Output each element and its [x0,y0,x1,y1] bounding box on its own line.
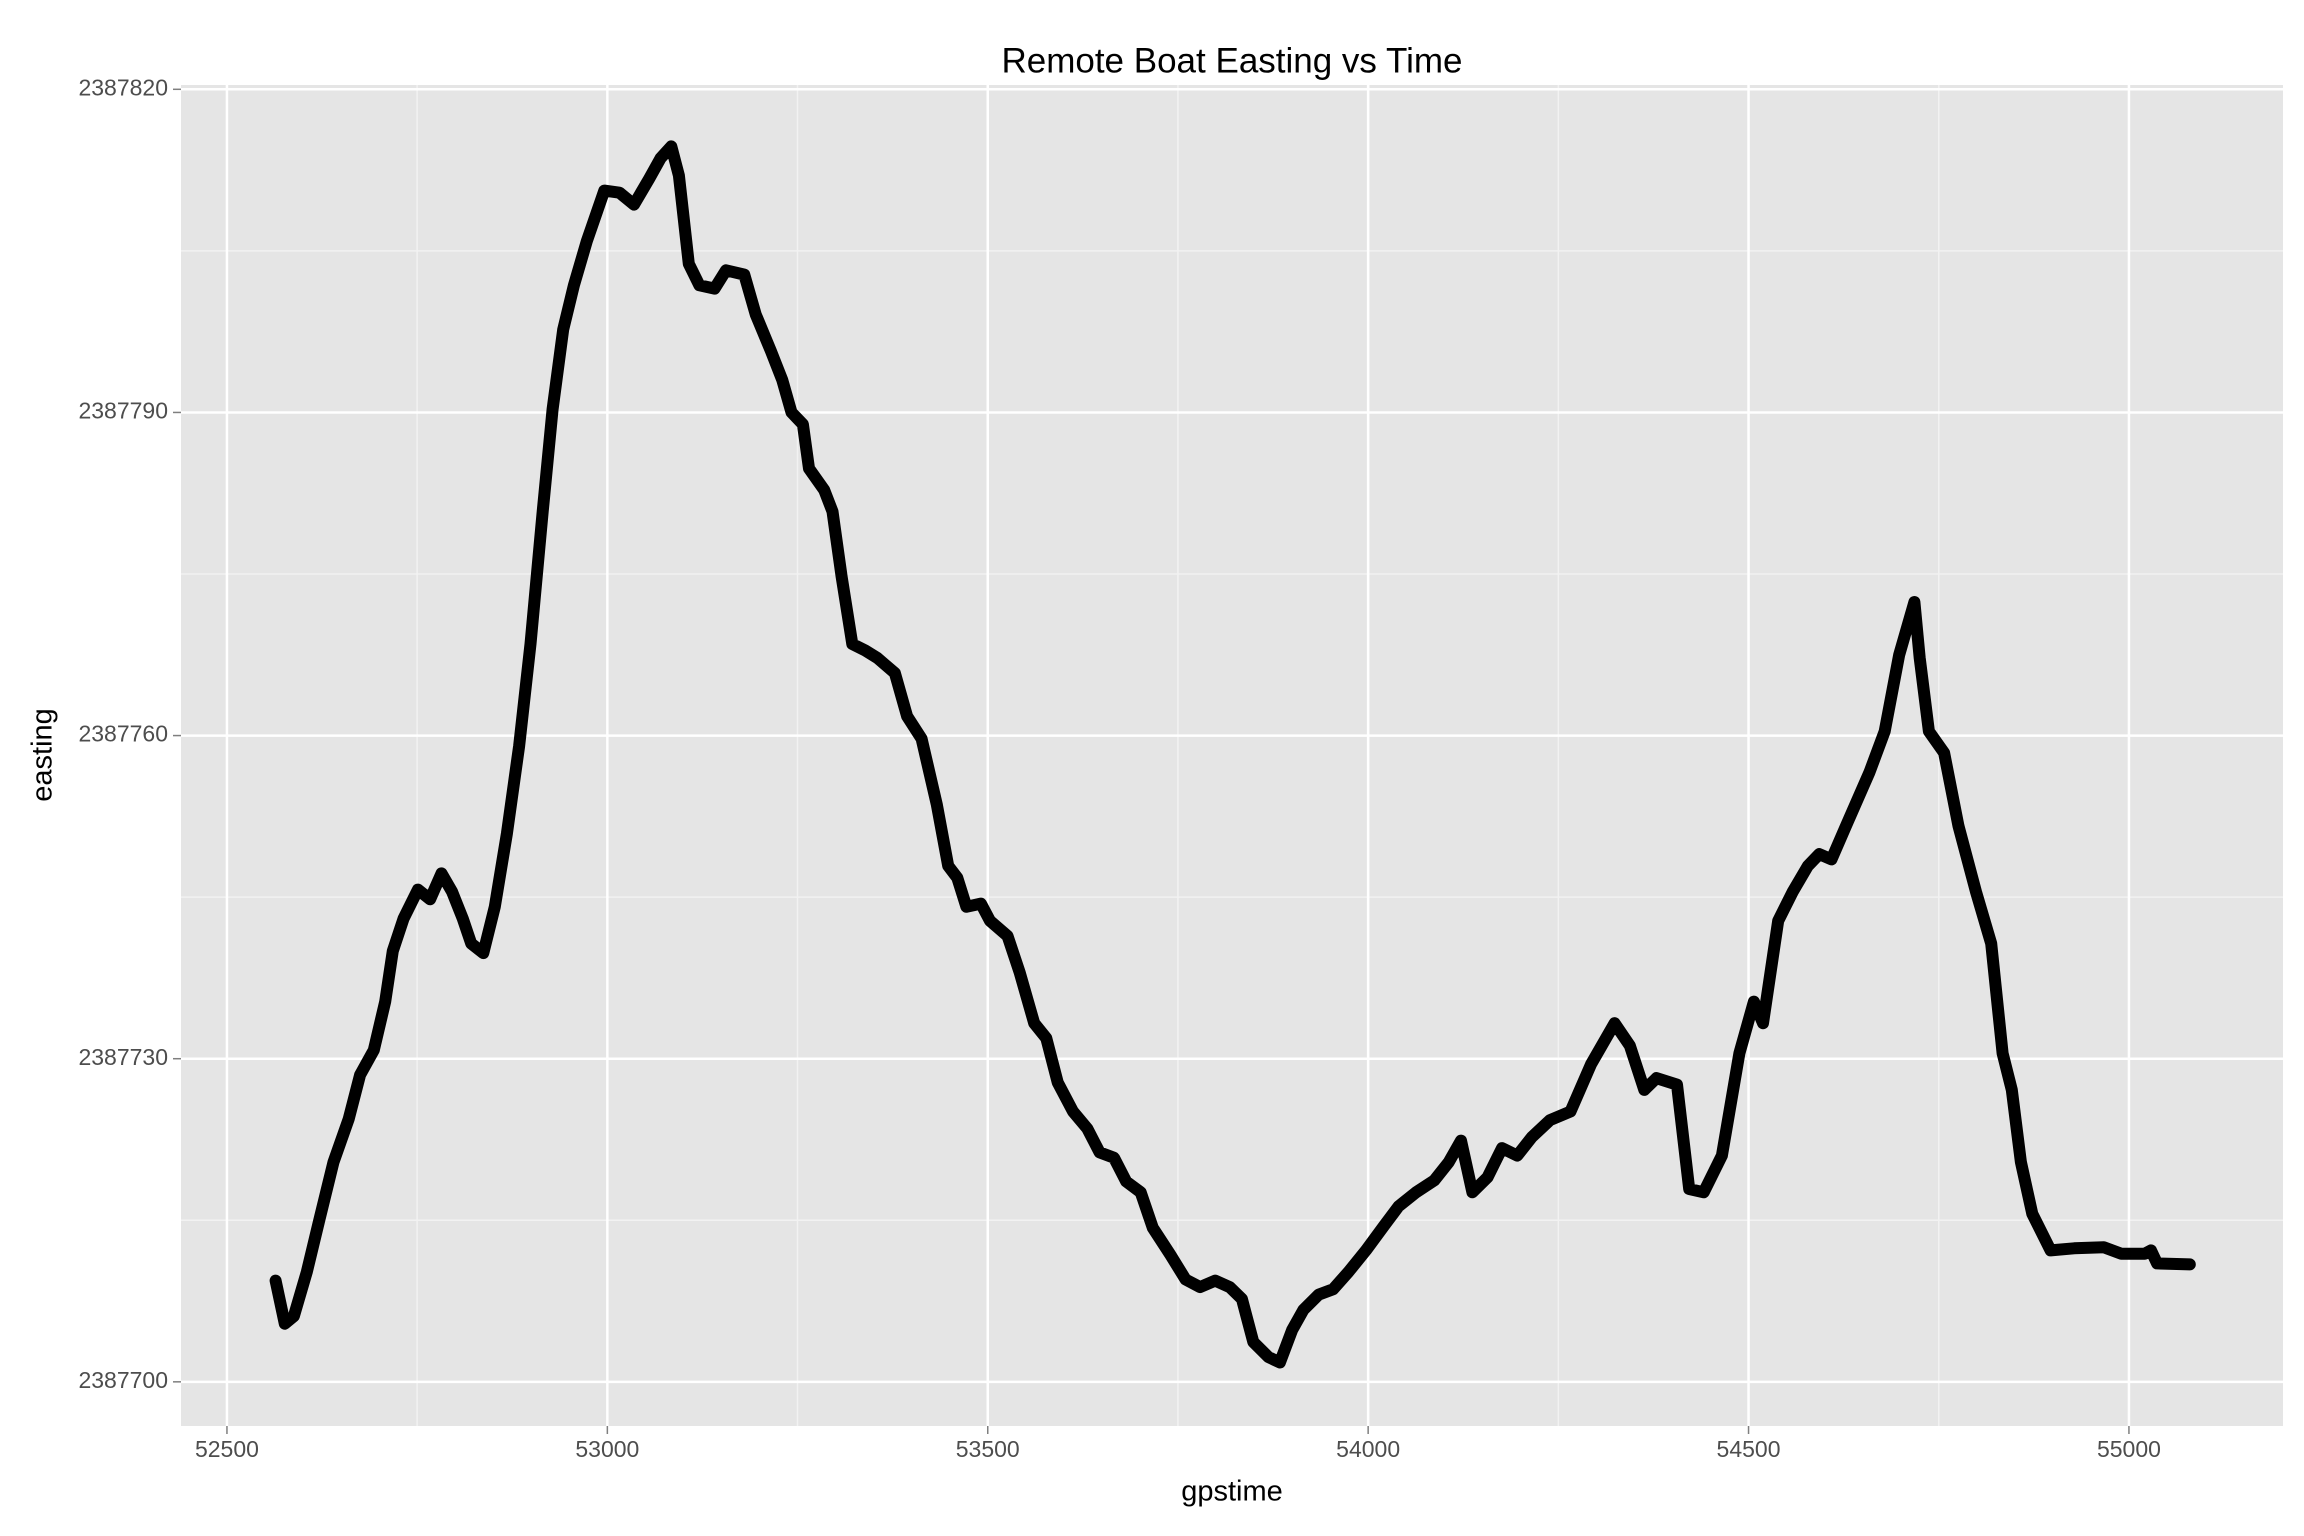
x-axis-label: gpstime [1181,1476,1283,1508]
y-tick-label: 2387760 [78,721,168,747]
y-tick-label: 2387730 [78,1044,168,1070]
x-tick-label: 55000 [2097,1436,2161,1462]
chart-title: Remote Boat Easting vs Time [1001,41,1462,80]
y-tick-label: 2387700 [78,1367,168,1393]
x-tick-label: 52500 [195,1436,259,1462]
y-axis-label: easting [27,708,59,802]
x-tick-label: 53500 [956,1436,1020,1462]
y-tick-label: 2387820 [78,74,168,100]
x-tick-label: 54000 [1336,1436,1400,1462]
x-tick-label: 53000 [575,1436,639,1462]
y-tick-label: 2387790 [78,398,168,424]
data-line [269,140,2196,1369]
plot-background [181,85,2283,1426]
x-tick-label: 54500 [1717,1436,1781,1462]
